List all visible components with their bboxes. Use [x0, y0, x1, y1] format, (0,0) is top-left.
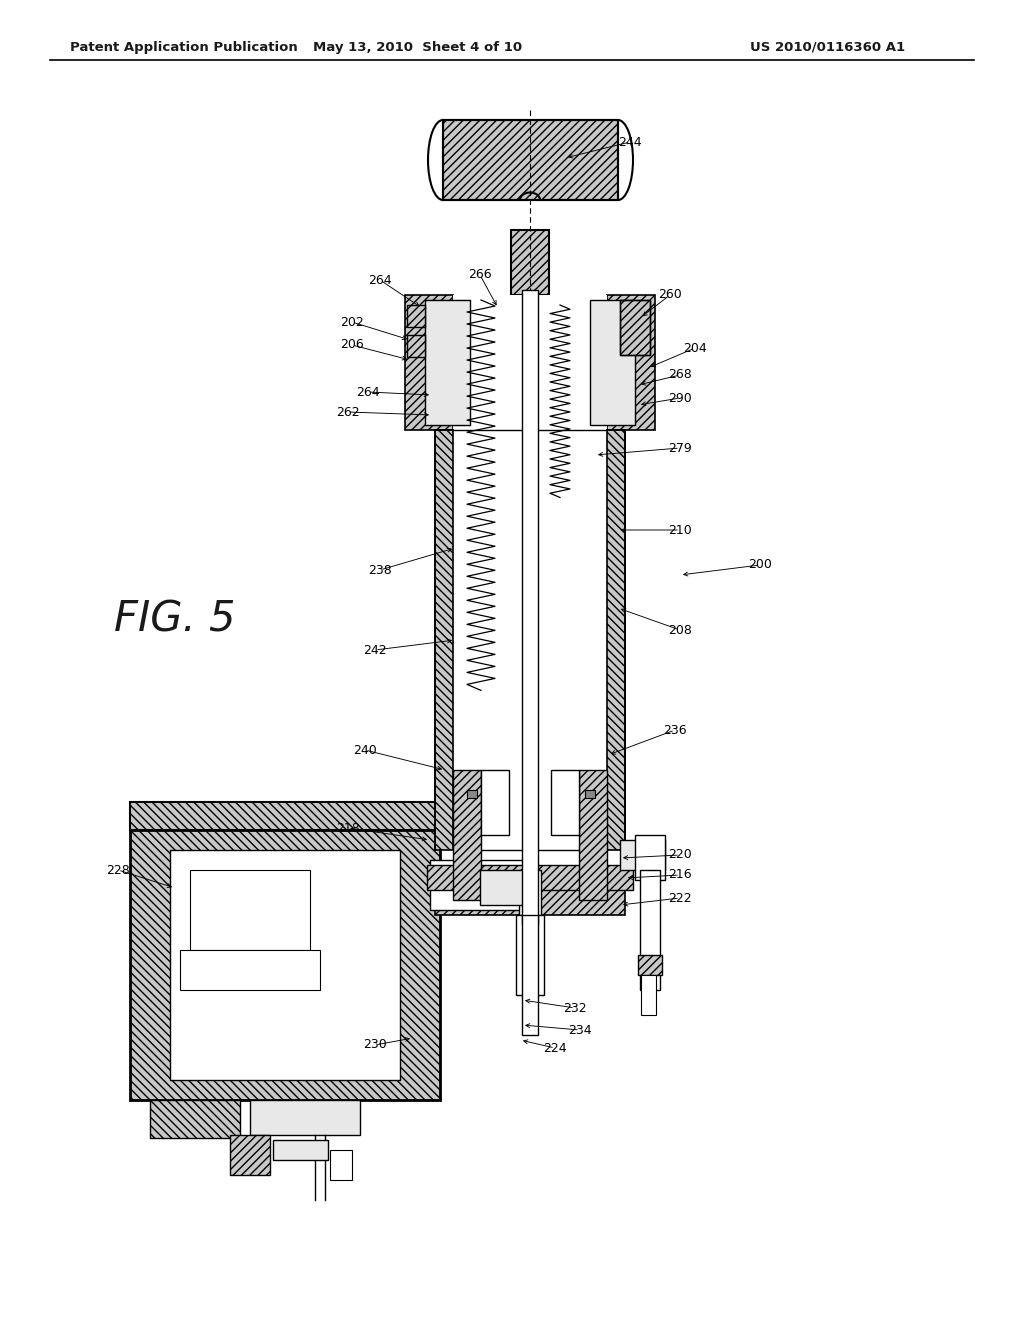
Text: 206: 206: [340, 338, 364, 351]
Text: 264: 264: [369, 273, 392, 286]
Bar: [519, 870, 541, 915]
Bar: [130, 803, 500, 830]
Text: 228: 228: [106, 863, 130, 876]
Bar: [180, 950, 319, 990]
Text: 268: 268: [668, 368, 692, 381]
Text: 279: 279: [668, 441, 692, 454]
Text: 232: 232: [563, 1002, 587, 1015]
Text: 290: 290: [668, 392, 692, 404]
Bar: [467, 789, 477, 799]
Bar: [585, 789, 595, 799]
Bar: [190, 870, 310, 950]
Text: 210: 210: [668, 524, 692, 536]
Text: 260: 260: [658, 289, 682, 301]
Text: 208: 208: [668, 623, 692, 636]
Text: 238: 238: [368, 564, 392, 577]
Bar: [150, 1100, 240, 1138]
Text: 220: 220: [668, 849, 692, 862]
Text: 264: 264: [356, 385, 380, 399]
Bar: [435, 430, 453, 850]
Bar: [522, 290, 538, 925]
Bar: [427, 865, 633, 890]
Bar: [453, 770, 481, 900]
Text: 236: 236: [664, 723, 687, 737]
Text: 234: 234: [568, 1023, 592, 1036]
Bar: [620, 300, 650, 355]
Text: 230: 230: [364, 1039, 387, 1052]
Bar: [130, 830, 440, 1100]
Text: Patent Application Publication: Patent Application Publication: [70, 41, 298, 54]
Bar: [590, 300, 635, 425]
Text: 240: 240: [353, 743, 377, 756]
Bar: [635, 836, 665, 880]
Bar: [551, 770, 579, 836]
Bar: [170, 850, 400, 1080]
Bar: [480, 870, 530, 906]
Bar: [640, 870, 660, 990]
Bar: [620, 300, 650, 355]
Bar: [638, 954, 662, 975]
Bar: [425, 300, 470, 425]
Text: 266: 266: [468, 268, 492, 281]
Bar: [453, 294, 607, 430]
Bar: [407, 305, 425, 327]
Bar: [443, 120, 618, 201]
Text: 216: 216: [669, 869, 692, 882]
Text: 244: 244: [618, 136, 642, 149]
Bar: [330, 1150, 352, 1180]
Bar: [250, 1100, 360, 1135]
Text: FIG. 5: FIG. 5: [115, 599, 236, 642]
Bar: [453, 430, 607, 850]
Bar: [522, 915, 538, 1035]
Bar: [516, 915, 544, 995]
Text: May 13, 2010  Sheet 4 of 10: May 13, 2010 Sheet 4 of 10: [313, 41, 522, 54]
Text: 202: 202: [340, 315, 364, 329]
Bar: [430, 861, 525, 909]
Text: 222: 222: [669, 891, 692, 904]
Bar: [273, 1140, 328, 1160]
Bar: [230, 1135, 270, 1175]
Text: 218: 218: [336, 821, 359, 834]
Text: 262: 262: [336, 405, 359, 418]
Bar: [607, 294, 655, 430]
Bar: [406, 294, 453, 430]
Text: 200: 200: [749, 558, 772, 572]
Text: US 2010/0116360 A1: US 2010/0116360 A1: [750, 41, 905, 54]
Text: 242: 242: [364, 644, 387, 656]
Bar: [443, 120, 618, 201]
Bar: [607, 430, 625, 850]
Bar: [511, 230, 549, 294]
Bar: [620, 840, 665, 870]
Text: 204: 204: [683, 342, 707, 355]
Bar: [435, 870, 625, 915]
Bar: [641, 975, 656, 1015]
Text: 224: 224: [543, 1041, 567, 1055]
Bar: [579, 770, 607, 900]
Bar: [407, 335, 425, 356]
Bar: [481, 770, 509, 836]
